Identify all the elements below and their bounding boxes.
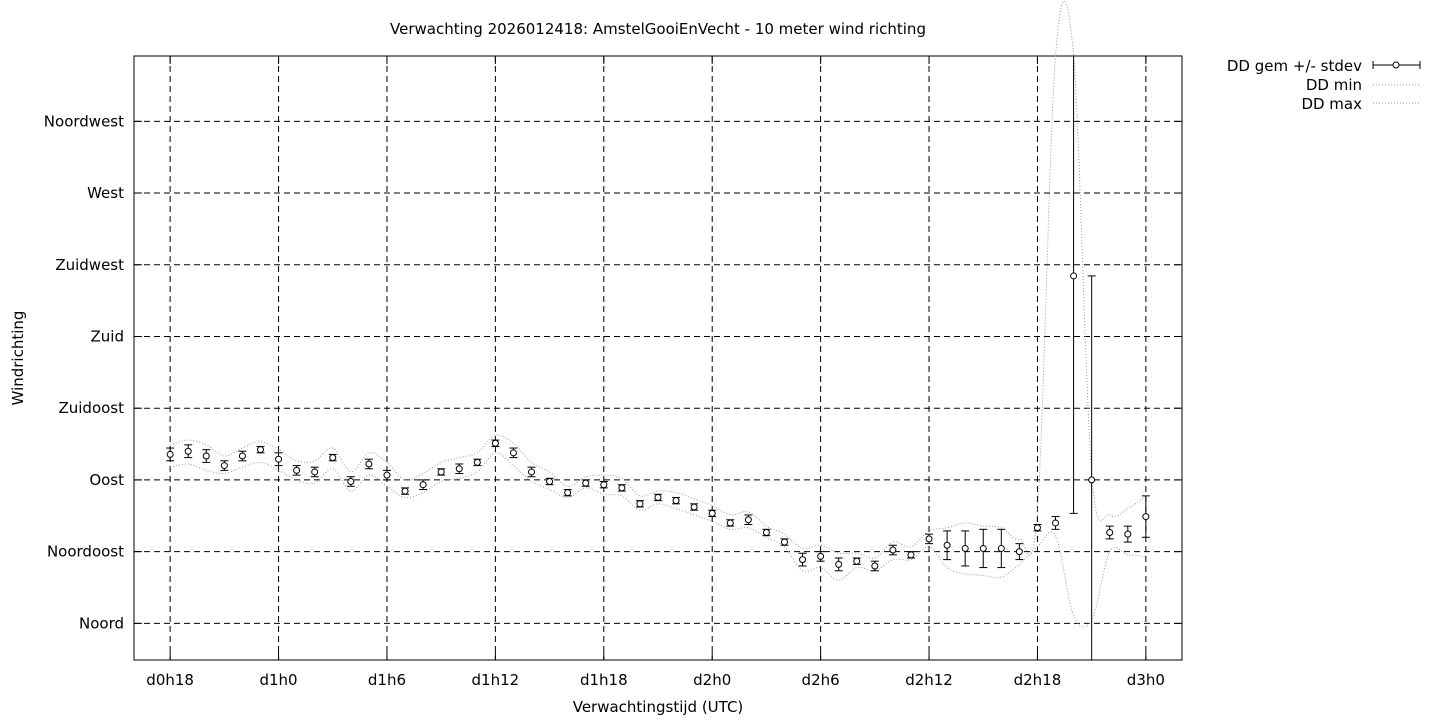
- dd-mean-point: [528, 468, 536, 476]
- dd-mean-point: [762, 529, 770, 537]
- legend: DD gem +/- stdev DD min DD max: [1227, 57, 1421, 113]
- dd-mean-point: [1142, 513, 1150, 521]
- dd-mean-point: [799, 556, 807, 564]
- x-tick-label: d1h18: [580, 671, 628, 689]
- dd-mean-point: [564, 489, 572, 497]
- x-tick-label: d2h18: [1014, 671, 1062, 689]
- dd-mean-point: [979, 544, 987, 552]
- dd-mean-point: [1052, 519, 1060, 527]
- dd-mean-point: [437, 468, 445, 476]
- dd-mean-point: [889, 546, 897, 554]
- dd-mean-point: [509, 449, 517, 457]
- dd-mean-point: [256, 446, 264, 454]
- dd-mean-point: [202, 452, 210, 460]
- dd-mean-point: [293, 466, 301, 474]
- dd-mean-point: [817, 552, 825, 560]
- x-tick-label: d1h0: [259, 671, 297, 689]
- x-axis-label: Verwachtingstijd (UTC): [573, 698, 744, 716]
- dd-mean-point: [1033, 524, 1041, 532]
- legend-label-mean: DD gem +/- stdev: [1227, 57, 1362, 75]
- y-tick-label: Noordwest: [44, 112, 124, 130]
- y-tick-label: West: [87, 184, 124, 202]
- dd-min-line: [169, 452, 1146, 628]
- y-tick-label: Oost: [89, 471, 124, 489]
- x-tick-label: d2h6: [802, 671, 840, 689]
- dd-mean-point: [672, 497, 680, 505]
- legend-label-min: DD min: [1306, 76, 1362, 94]
- y-tick-label: Zuidoost: [58, 399, 124, 417]
- dd-mean-point: [365, 460, 373, 468]
- y-tick-label: Zuidwest: [55, 256, 124, 274]
- dd-mean-point: [997, 544, 1005, 552]
- dd-mean-point: [184, 447, 192, 455]
- series-dd-min: [169, 452, 1146, 628]
- dd-mean-point: [166, 450, 174, 458]
- dd-mean-point: [1124, 530, 1132, 538]
- dd-mean-point: [383, 471, 391, 479]
- dd-mean-point: [275, 455, 283, 463]
- dd-mean-point: [853, 557, 861, 565]
- legend-swatch-mean-marker: [1392, 61, 1400, 69]
- plot-area-frame: [133, 55, 1183, 661]
- y-axis-label: Windrichting: [9, 311, 27, 406]
- y-tick-label: Zuid: [91, 327, 124, 345]
- dd-mean-point: [238, 452, 246, 460]
- dd-mean-point: [1106, 529, 1114, 537]
- dd-mean-point: [220, 462, 228, 470]
- dd-mean-point: [961, 544, 969, 552]
- dd-mean-point: [636, 500, 644, 508]
- x-tick-label: d0h18: [146, 671, 194, 689]
- dd-mean-point: [347, 478, 355, 486]
- dd-mean-point: [473, 458, 481, 466]
- dd-mean-point: [744, 516, 752, 524]
- dd-mean-point: [1088, 476, 1096, 484]
- legend-entry-max: DD max: [1301, 95, 1420, 113]
- grid-lines: [134, 56, 1182, 660]
- dd-mean-point: [654, 493, 662, 501]
- chart-title: Verwachting 2026012418: AmstelGooiEnVech…: [390, 20, 926, 38]
- y-tick-label: Noordoost: [47, 543, 124, 561]
- legend-entry-min: DD min: [1306, 76, 1420, 94]
- dd-mean-point: [401, 487, 409, 495]
- legend-entry-mean: DD gem +/- stdev: [1227, 57, 1421, 75]
- legend-label-max: DD max: [1301, 95, 1362, 113]
- x-tick-label: d1h12: [472, 671, 520, 689]
- dd-mean-point: [600, 481, 608, 489]
- dd-mean-point: [943, 541, 951, 549]
- dd-mean-point: [726, 519, 734, 527]
- dd-mean-point: [1070, 272, 1078, 280]
- dd-mean-point: [419, 481, 427, 489]
- dd-mean-point: [582, 479, 590, 487]
- x-tick-label: d3h0: [1127, 671, 1165, 689]
- y-axis-tick-labels: Noord Noordoost Oost Zuidoost Zuid Zuidwest We…: [44, 112, 124, 632]
- dd-mean-point: [925, 535, 933, 543]
- dd-mean-point: [546, 478, 554, 486]
- dd-mean-point: [690, 503, 698, 511]
- dd-mean-point: [871, 562, 879, 570]
- dd-mean-point: [491, 439, 499, 447]
- dd-mean-point: [907, 551, 915, 559]
- series-dd-mean: [166, 55, 1150, 661]
- x-axis-tick-labels: d0h18 d1h0 d1h6 d1h12 d1h18 d2h0 d2h6 d2h12 d2h1…: [146, 671, 1165, 689]
- dd-mean-point: [618, 484, 626, 492]
- dd-mean-point: [455, 465, 463, 473]
- dd-mean-point: [780, 538, 788, 546]
- dd-mean-point: [1015, 548, 1023, 556]
- y-tick-label: Noord: [79, 614, 124, 632]
- dd-mean-point: [708, 509, 716, 517]
- dd-mean-point: [835, 560, 843, 568]
- dd-mean-point: [329, 454, 337, 462]
- dd-mean-point: [311, 468, 319, 476]
- x-tick-label: d2h0: [693, 671, 731, 689]
- x-tick-label: d2h12: [905, 671, 953, 689]
- x-tick-label: d1h6: [368, 671, 406, 689]
